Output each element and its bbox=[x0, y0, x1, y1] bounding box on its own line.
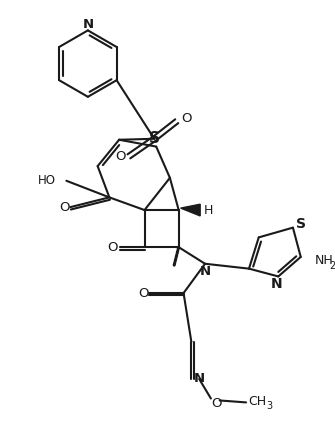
Text: O: O bbox=[211, 397, 222, 410]
Text: N: N bbox=[199, 265, 211, 278]
Text: O: O bbox=[59, 201, 70, 214]
Polygon shape bbox=[181, 204, 200, 216]
Text: O: O bbox=[107, 241, 118, 254]
Text: 3: 3 bbox=[266, 401, 273, 411]
Text: NH: NH bbox=[315, 254, 333, 267]
Text: O: O bbox=[115, 150, 125, 163]
Text: S: S bbox=[296, 217, 306, 231]
Text: CH: CH bbox=[249, 395, 267, 408]
Text: N: N bbox=[82, 18, 93, 31]
Text: 2: 2 bbox=[329, 261, 335, 271]
Text: H: H bbox=[203, 204, 213, 217]
Text: HO: HO bbox=[38, 174, 56, 187]
Text: N: N bbox=[194, 372, 205, 385]
Text: N: N bbox=[270, 277, 282, 291]
Text: S: S bbox=[149, 131, 160, 146]
Text: O: O bbox=[181, 112, 192, 125]
Text: O: O bbox=[138, 286, 149, 300]
